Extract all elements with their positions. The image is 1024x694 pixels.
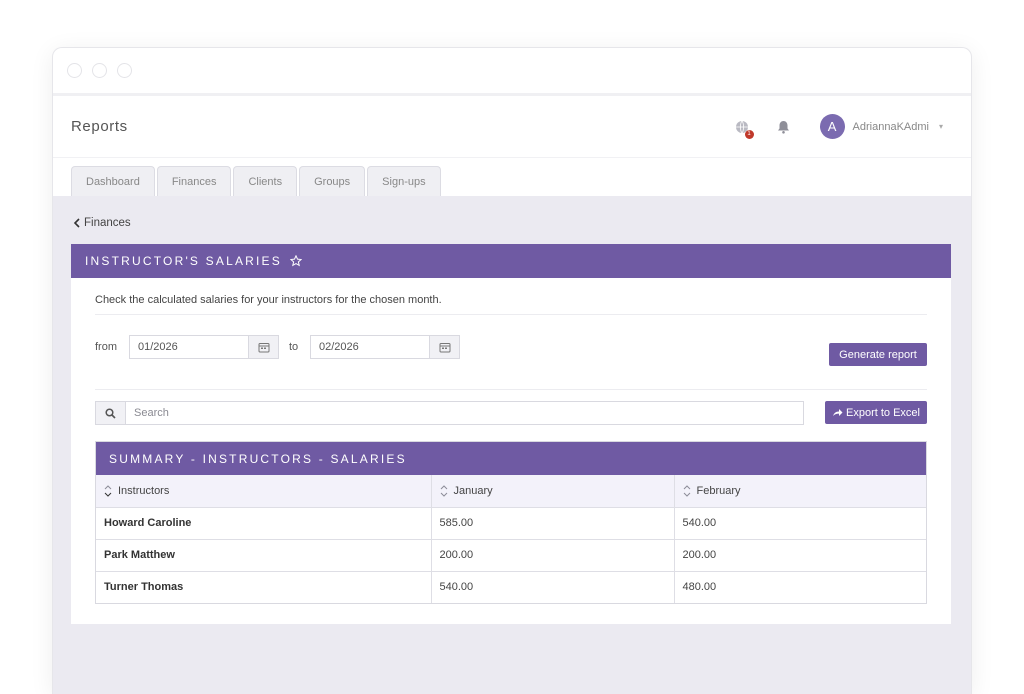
tab-sign-ups[interactable]: Sign-ups bbox=[367, 166, 441, 196]
divider bbox=[95, 314, 927, 315]
window-titlebar bbox=[53, 48, 971, 96]
panel-description: Check the calculated salaries for your i… bbox=[95, 294, 442, 306]
share-icon bbox=[833, 409, 843, 416]
window-minimize-button[interactable] bbox=[92, 63, 107, 78]
from-date-field[interactable]: 01/2026 bbox=[129, 335, 279, 359]
salaries-table: SUMMARY - INSTRUCTORS - SALARIES Instruc… bbox=[95, 441, 927, 604]
avatar: A bbox=[819, 114, 845, 139]
salary-january: 200.00 bbox=[431, 539, 675, 572]
panel-title: INSTRUCTOR'S SALARIES bbox=[85, 254, 282, 268]
from-label: from bbox=[95, 341, 117, 353]
table-row: Howard Caroline 585.00 540.00 bbox=[96, 507, 926, 540]
instructor-name: Park Matthew bbox=[96, 539, 432, 572]
salaries-panel: INSTRUCTOR'S SALARIES Check the calculat… bbox=[71, 244, 951, 624]
divider bbox=[95, 389, 927, 390]
globe-icon[interactable]: 1 bbox=[734, 119, 754, 139]
page-title: Reports bbox=[71, 118, 128, 135]
star-icon[interactable] bbox=[289, 255, 302, 267]
export-label: Export to Excel bbox=[846, 406, 920, 419]
sort-icon bbox=[440, 485, 447, 497]
panel-header: INSTRUCTOR'S SALARIES bbox=[71, 244, 951, 278]
table-row: Park Matthew 200.00 200.00 bbox=[96, 539, 926, 572]
instructor-name: Turner Thomas bbox=[96, 571, 432, 603]
to-date-value: 02/2026 bbox=[319, 341, 359, 353]
column-header-january[interactable]: January bbox=[431, 475, 675, 508]
browser-window: Reports 1 A AdriannaKAdmi ▾ Dashboard Fi… bbox=[52, 47, 972, 694]
app-header: Reports 1 A AdriannaKAdmi ▾ bbox=[53, 96, 971, 158]
bell-icon[interactable] bbox=[776, 119, 792, 135]
salary-february: 480.00 bbox=[682, 581, 717, 594]
tab-bar: Dashboard Finances Clients Groups Sign-u… bbox=[53, 158, 971, 196]
column-header-february[interactable]: February bbox=[674, 475, 926, 508]
back-link-label: Finances bbox=[84, 217, 131, 229]
tab-clients[interactable]: Clients bbox=[233, 166, 298, 196]
calendar-icon[interactable] bbox=[248, 336, 278, 358]
from-date-value: 01/2026 bbox=[138, 341, 178, 353]
salary-january: 540.00 bbox=[431, 571, 675, 603]
table-row: Turner Thomas 540.00 480.00 bbox=[96, 571, 926, 603]
user-menu[interactable]: A AdriannaKAdmi ▾ bbox=[819, 114, 943, 139]
tab-finances[interactable]: Finances bbox=[156, 166, 232, 196]
salary-february: 200.00 bbox=[674, 539, 926, 572]
chevron-left-icon bbox=[73, 218, 80, 228]
sort-icon bbox=[104, 485, 112, 497]
tab-groups[interactable]: Groups bbox=[299, 166, 366, 196]
caret-down-icon: ▾ bbox=[938, 122, 943, 131]
to-label: to bbox=[289, 341, 299, 353]
search-input[interactable]: Search bbox=[134, 407, 169, 419]
column-header-instructors[interactable]: Instructors bbox=[96, 475, 432, 508]
username: AdriannaKAdmi bbox=[852, 120, 929, 133]
salary-february: 540.00 bbox=[674, 507, 926, 540]
back-link[interactable]: Finances bbox=[73, 217, 131, 229]
search-field[interactable]: Search bbox=[95, 401, 804, 425]
salary-january: 585.00 bbox=[431, 507, 675, 540]
instructor-name: Howard Caroline bbox=[96, 507, 432, 540]
search-icon bbox=[96, 402, 126, 424]
tab-dashboard[interactable]: Dashboard bbox=[71, 166, 155, 196]
window-close-button[interactable] bbox=[67, 63, 82, 78]
column-header-label: February bbox=[696, 484, 741, 497]
export-to-excel-button[interactable]: Export to Excel bbox=[825, 401, 927, 424]
table-title: SUMMARY - INSTRUCTORS - SALARIES bbox=[96, 442, 926, 475]
window-maximize-button[interactable] bbox=[117, 63, 132, 78]
calendar-icon[interactable] bbox=[429, 336, 459, 358]
sort-icon bbox=[683, 485, 690, 497]
column-header-label: Instructors bbox=[118, 484, 170, 497]
column-header-label: January bbox=[453, 484, 493, 497]
to-date-field[interactable]: 02/2026 bbox=[310, 335, 460, 359]
notification-badge: 1 bbox=[744, 129, 754, 139]
generate-report-button[interactable]: Generate report bbox=[829, 343, 927, 366]
